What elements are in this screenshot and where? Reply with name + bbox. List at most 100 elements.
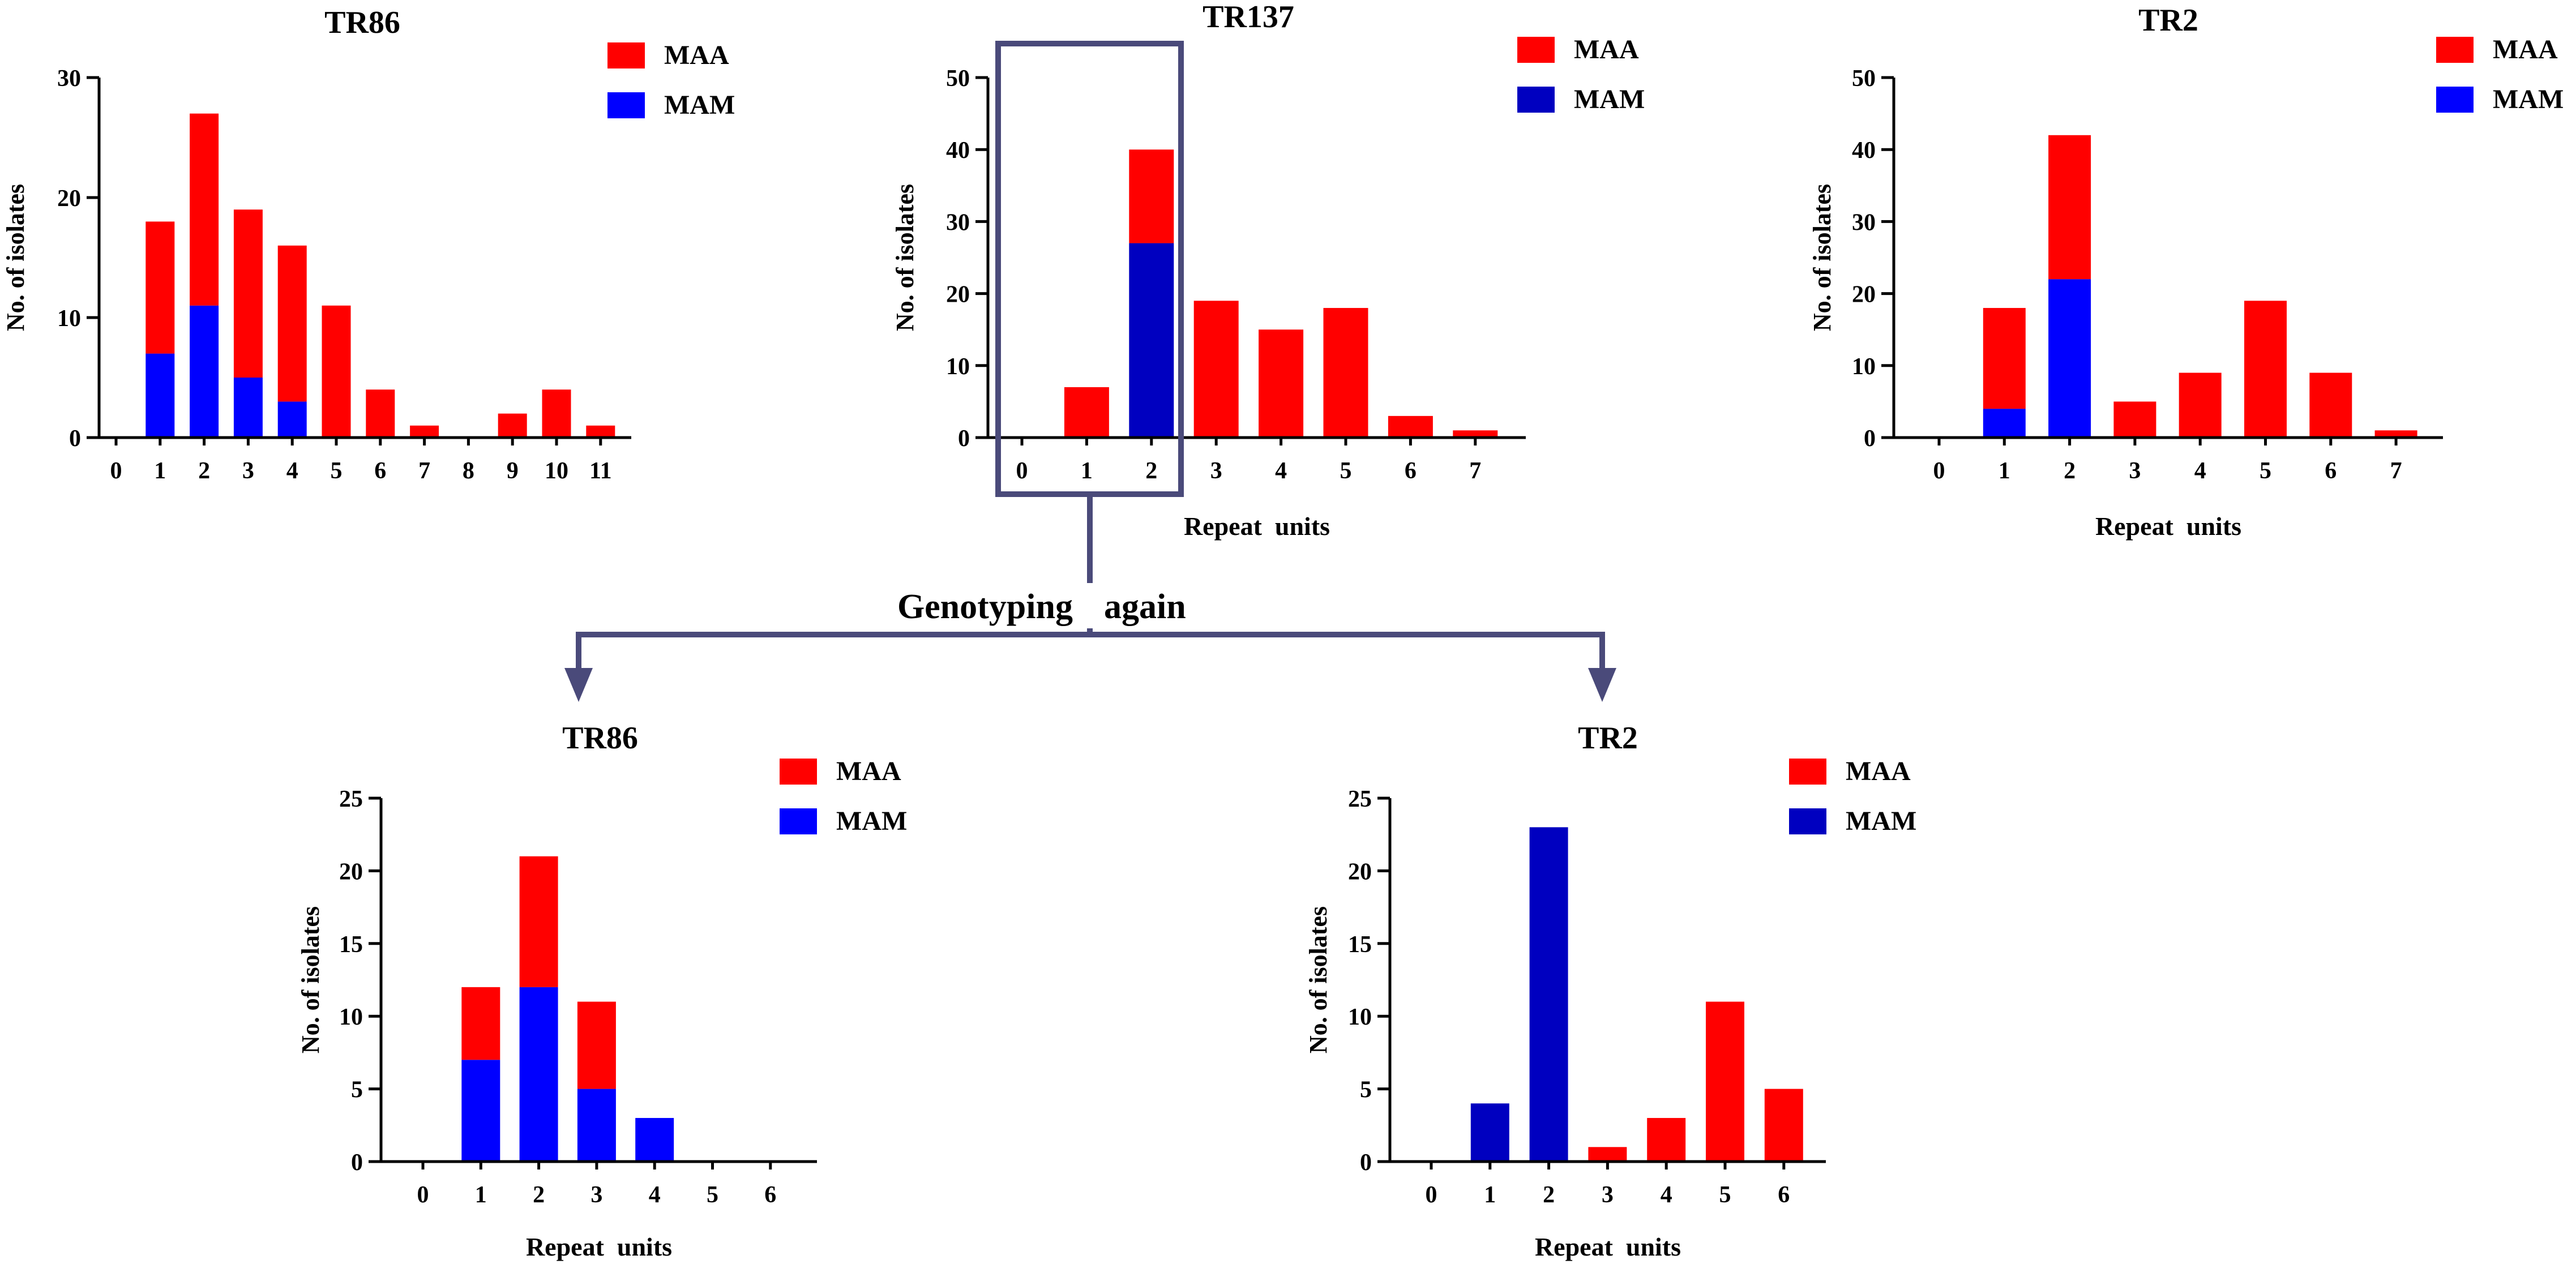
y-tick-label: 20 (339, 859, 363, 885)
legend-label-mam: MAM (664, 90, 735, 120)
bar-maa-3 (233, 209, 263, 378)
bar-maa-9 (498, 413, 527, 438)
bar-mam-3 (233, 378, 263, 438)
x-tick-label: 4 (649, 1182, 661, 1208)
x-tick-label: 5 (331, 458, 343, 484)
chart-tr137: 0 1 2 3 4 5 6 7 0 10 20 30 40 50 TR137 No. of isolates R… (891, 0, 1645, 541)
x-tick-label: 1 (475, 1182, 487, 1208)
x-tick-label: 0 (1933, 458, 1945, 484)
x-tick-label: 5 (1719, 1182, 1731, 1208)
again-label: again (1104, 588, 1186, 626)
bar-maa-4 (1647, 1117, 1686, 1162)
bar-mam-4 (277, 401, 307, 438)
chart-tr2-bottom: 0 1 2 3 4 5 6 0 5 10 15 20 25 TR2 No. of isolates Repea… (1304, 721, 1916, 1261)
chart-title: TR2 (2138, 3, 2198, 38)
legend-label-maa: MAA (836, 756, 901, 786)
x-tick-label: 3 (1602, 1182, 1614, 1208)
bar-maa-2 (190, 113, 219, 306)
legend-swatch-mam (607, 92, 645, 118)
y-tick-label: 5 (351, 1077, 363, 1103)
x-tick-label: 6 (2325, 458, 2337, 484)
y-tick-label: 40 (1852, 138, 1876, 164)
bar-maa-7 (410, 425, 439, 438)
y-tick-label: 10 (57, 306, 81, 332)
bar-maa-11 (586, 425, 615, 438)
x-tick-label: 8 (463, 458, 474, 484)
x-tick-label: 9 (507, 458, 519, 484)
y-tick-label: 30 (946, 209, 970, 235)
legend-label-mam: MAM (2493, 84, 2564, 114)
legend-label-mam: MAM (1574, 84, 1645, 114)
bar-maa-6 (366, 389, 395, 438)
x-tick-label: 0 (1426, 1182, 1437, 1208)
y-tick-label: 20 (1852, 282, 1876, 308)
bar-maa-6 (1388, 415, 1433, 438)
bar-maa-5 (2244, 301, 2287, 438)
x-tick-label: 3 (242, 458, 254, 484)
y-tick-label: 0 (1360, 1150, 1372, 1176)
bar-maa-2 (519, 856, 558, 987)
legend-swatch-maa (1789, 759, 1826, 785)
x-tick-label: 2 (2064, 458, 2076, 484)
y-axis-label: No. of isolates (891, 184, 919, 331)
y-tick-label: 0 (351, 1150, 363, 1176)
legend-swatch-mam (2436, 87, 2474, 113)
x-axis-label: Repeat units (2095, 512, 2241, 541)
bar-mam-2 (190, 305, 219, 438)
chart-tr86-bottom: 0 1 2 3 4 5 6 0 5 10 15 20 25 TR86 No. of isolates Repe… (297, 721, 907, 1261)
bar-maa-10 (542, 389, 571, 438)
x-tick-label: 1 (1999, 458, 2010, 484)
legend-swatch-maa (780, 759, 817, 785)
y-tick-label: 50 (946, 66, 970, 92)
x-tick-label: 3 (2129, 458, 2141, 484)
x-tick-label: 10 (545, 458, 568, 484)
x-tick-label: 2 (1543, 1182, 1555, 1208)
bar-maa-2 (1129, 149, 1174, 243)
y-axis-label: No. of isolates (1808, 184, 1836, 331)
x-axis-label: Repeat units (1535, 1232, 1681, 1261)
y-tick-label: 30 (57, 66, 81, 92)
bar-maa-1 (1064, 387, 1109, 438)
x-tick-label: 4 (1275, 458, 1287, 484)
bar-mam-3 (577, 1089, 616, 1162)
bar-mam-2 (519, 987, 558, 1162)
bar-maa-4 (2179, 372, 2222, 438)
bar-maa-2 (2048, 135, 2091, 280)
x-tick-label: 3 (590, 1182, 602, 1208)
x-tick-label: 4 (286, 458, 298, 484)
legend-swatch-mam (780, 808, 817, 834)
y-axis-label: No. of isolates (297, 906, 324, 1053)
y-tick-label: 15 (339, 932, 363, 958)
arrowhead-left (564, 668, 593, 702)
x-tick-label: 5 (1340, 458, 1352, 484)
y-tick-label: 25 (1348, 786, 1372, 812)
legend-label-maa: MAA (2493, 35, 2558, 65)
legend-label-mam: MAM (836, 806, 907, 836)
x-tick-label: 1 (154, 458, 166, 484)
x-tick-label: 1 (1484, 1182, 1496, 1208)
x-tick-label: 0 (110, 458, 122, 484)
x-tick-label: 2 (198, 458, 210, 484)
x-tick-label: 5 (2260, 458, 2271, 484)
bar-mam-2 (1129, 243, 1174, 438)
legend-swatch-maa (2436, 37, 2474, 63)
bar-maa-3 (1588, 1147, 1627, 1162)
bar-maa-4 (277, 245, 307, 402)
y-tick-label: 10 (946, 354, 970, 380)
chart-title: TR137 (1203, 0, 1294, 35)
y-tick-label: 15 (1348, 932, 1372, 958)
x-tick-label: 7 (1469, 458, 1481, 484)
x-tick-label: 0 (417, 1182, 429, 1208)
x-tick-label: 2 (1145, 458, 1157, 484)
bar-maa-3 (1193, 301, 1239, 438)
bar-maa-7 (2374, 430, 2417, 438)
x-tick-label: 6 (1405, 458, 1417, 484)
y-axis-label: No. of isolates (2, 184, 29, 331)
bar-mam-2 (2048, 279, 2091, 438)
y-tick-label: 0 (958, 426, 970, 452)
legend-swatch-maa (1517, 37, 1555, 63)
bar-maa-6 (2309, 372, 2352, 438)
bar-maa-3 (577, 1001, 616, 1089)
bar-maa-3 (2113, 401, 2156, 438)
